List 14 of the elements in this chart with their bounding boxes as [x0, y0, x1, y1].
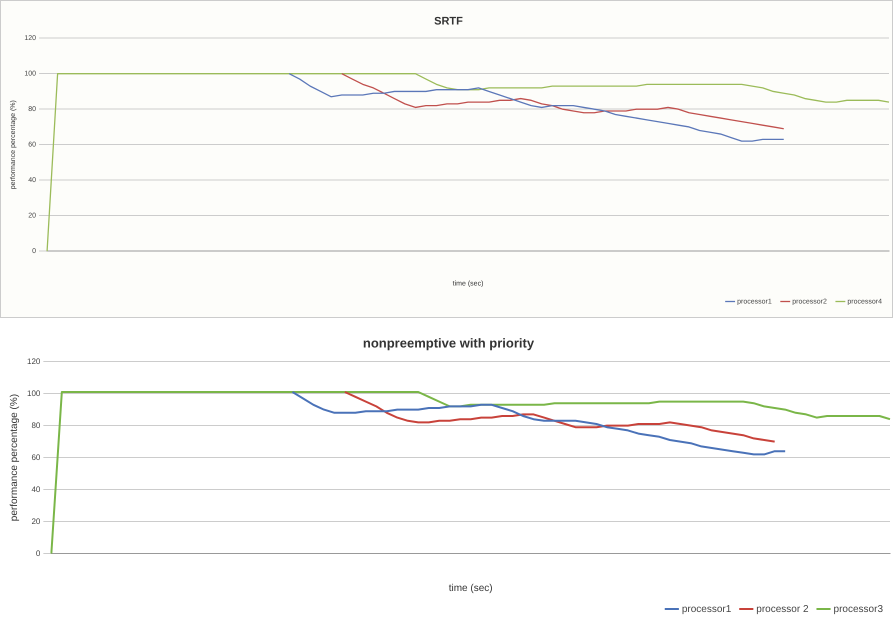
legend-label: processor3: [834, 604, 884, 615]
legend-label: processor 2: [756, 604, 809, 615]
y-tick-label: 40: [31, 484, 41, 494]
y-axis-title: performance percentage (%): [8, 394, 20, 522]
y-tick-label: 0: [36, 548, 41, 558]
x-axis-title: time (sec): [448, 582, 493, 594]
y-tick-label: 60: [31, 452, 41, 462]
y-tick-label: 80: [31, 420, 41, 430]
y-tick-label: 20: [31, 516, 41, 526]
legend-label: processor1: [682, 604, 732, 615]
y-tick-label: 120: [26, 356, 41, 366]
chart-title: nonpreemptive with priority: [362, 335, 535, 350]
chart-title: SRTF: [434, 16, 464, 28]
y-tick-label: 100: [26, 388, 41, 398]
